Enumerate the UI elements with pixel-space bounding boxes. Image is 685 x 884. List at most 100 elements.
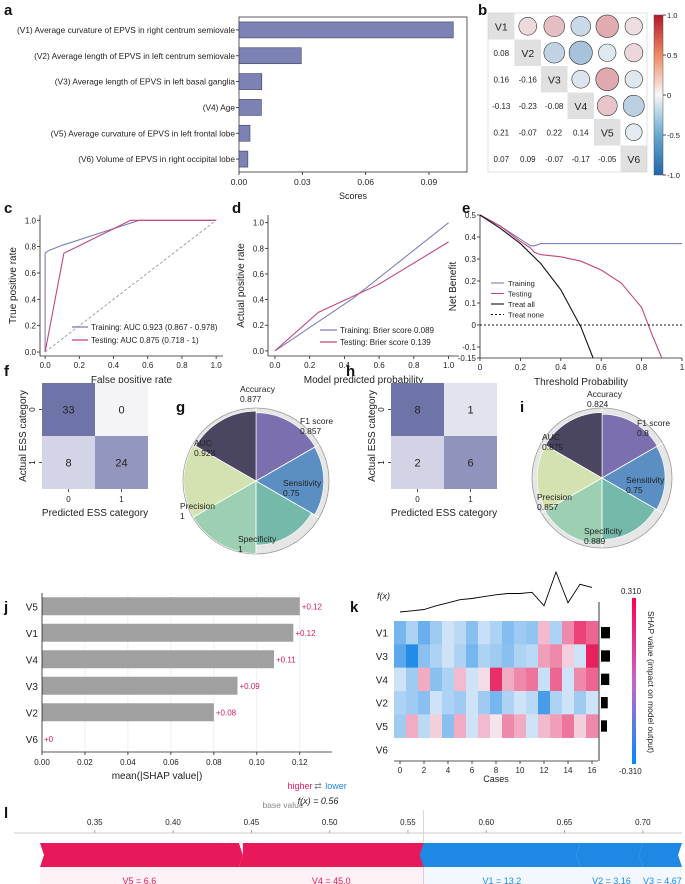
x-axis-label: Predicted ESS category [42,508,148,519]
heatmap-cell [478,714,491,738]
heatmap-cell [466,714,479,738]
force-segment-negative [419,843,581,867]
x-axis-label: Cases [483,774,509,784]
x-tick-label: 0.6 [142,361,154,370]
correlation-value: 0.07 [493,155,509,164]
x-axis-label: Model predicted probability [304,375,424,386]
category-label: V1 [26,629,39,640]
heatmap-cell [586,691,599,715]
force-segment-positive [238,843,428,867]
pie-slice [255,446,324,516]
panel-letter: k [350,599,359,616]
y-tick-label: 0.3 [465,255,477,264]
x-tick-label: 0 [478,363,483,372]
y-tick-label: 0 [377,407,386,412]
row-label: V2 [376,699,389,710]
row-label: V4 [376,675,389,686]
panel-k-shap-heatmap: V1 V3 V4 V2 V5 V6 f(x) 0 2 4 6 8 10 12 14 16 Cases 0.310 -… [376,570,656,784]
x-tick-label: 0.70 [635,818,651,827]
colorbar-title: SHAP value (impact on model output) [646,611,656,753]
heatmap-cell [478,667,491,692]
colorbar-label: -0.5 [667,131,680,140]
heatmap-cell [454,714,467,738]
heatmap-cell [478,644,491,668]
panel-letter: d [232,200,241,217]
variable-label: V2 [521,48,534,60]
force-label: V3 = 4.67 [643,876,682,884]
diagonal-cell [594,119,621,146]
legend-label: Training: Brier score 0.089 [340,326,435,335]
x-tick-label: 0.12 [292,758,308,767]
heatmap-cell [574,644,587,668]
bar [238,99,262,116]
y-axis-label: Actual ESS category [18,390,29,482]
legend-label: Treat all [508,300,535,309]
panel-b-correlation-matrix: V1 0.08 V2 0.16 -0.16 V3 -0.13 -0.23 -0.08 V4 0.21… [487,11,680,180]
y-tick-label: 0.6 [253,270,265,279]
matrix-cell [391,383,444,436]
force-segment-negative [638,843,682,867]
matrix-cell [42,436,95,489]
force-shadow [580,867,643,884]
panel-letter: e [462,200,470,217]
heatmap-cell [418,691,431,715]
legend-label: Treat none [508,311,544,320]
x-tick-label: 0.45 [244,818,260,827]
y-tick-label: 0 [472,321,477,330]
variable-label: V3 [548,74,561,86]
heatmap-cell [526,667,539,692]
metric-value: 0.923 [194,448,216,458]
diagonal-cell [488,13,515,40]
bar [238,21,454,39]
colorbar-label: -0.310 [619,767,642,776]
x-tick-label: 0.8 [408,361,420,370]
x-tick-label: 10 [516,766,525,775]
panel-a-feature-scores: (V1) Average curvature of EPVS in right … [17,16,468,201]
heatmap-cell [394,621,407,645]
correlation-value: 0.08 [493,49,509,58]
heatmap-cell [490,691,503,715]
bar [42,703,214,722]
heatmap-cell [526,691,539,715]
x-axis-label: mean(|SHAP value|) [112,771,203,782]
bar [42,623,294,642]
correlation-circle [570,16,591,37]
x-tick-label: 0.06 [357,177,374,187]
metric-label: Accuracy [587,389,623,399]
legend-label: Testing [508,290,532,299]
matrix-cell [444,436,497,489]
y-tick-label: -0.1 [462,343,476,352]
correlation-value: 0.09 [520,155,536,164]
correlation-circle [568,40,593,65]
panel-f-confusion-matrix-training: 33 0 8 24 0 1 0 1 Predicted ESS category Actual E… [18,383,148,519]
y-tick-label: 0.8 [253,244,265,253]
pie-divider [541,477,603,514]
pie-slice [544,412,603,479]
heatmap-cell [538,667,551,692]
correlation-value: 0.14 [573,128,589,137]
heatmap-cell [502,714,515,738]
metric-label: Sensitivity [626,475,665,485]
x-tick-label: 0.09 [421,177,438,187]
panel-j-shap-bar: V5 +0.12 V1 +0.12 V4 +0.11 V3 +0.09 V2 +0.08 V6 +0 0… [26,593,332,782]
category-label: V3 [26,682,39,693]
heatmap-cell [478,621,491,645]
heatmap-cell [514,667,527,692]
base-value-label: base value [262,800,303,810]
metric-label: AUC [542,432,560,442]
correlation-circle [624,70,643,89]
panel-letter: i [520,399,524,416]
heatmap-cell [406,644,419,668]
heatmap-cell [538,644,551,668]
cell-value: 6 [467,458,473,470]
heatmap-cell [526,644,539,668]
legend-higher: higher [287,781,312,791]
heatmap-cell [502,667,515,692]
colorbar-label: 1.0 [667,11,677,20]
pie-slice [544,477,603,545]
category-label: V6 [26,735,39,746]
y-tick-label: 1.0 [253,219,265,228]
heatmap-cell [394,691,407,715]
